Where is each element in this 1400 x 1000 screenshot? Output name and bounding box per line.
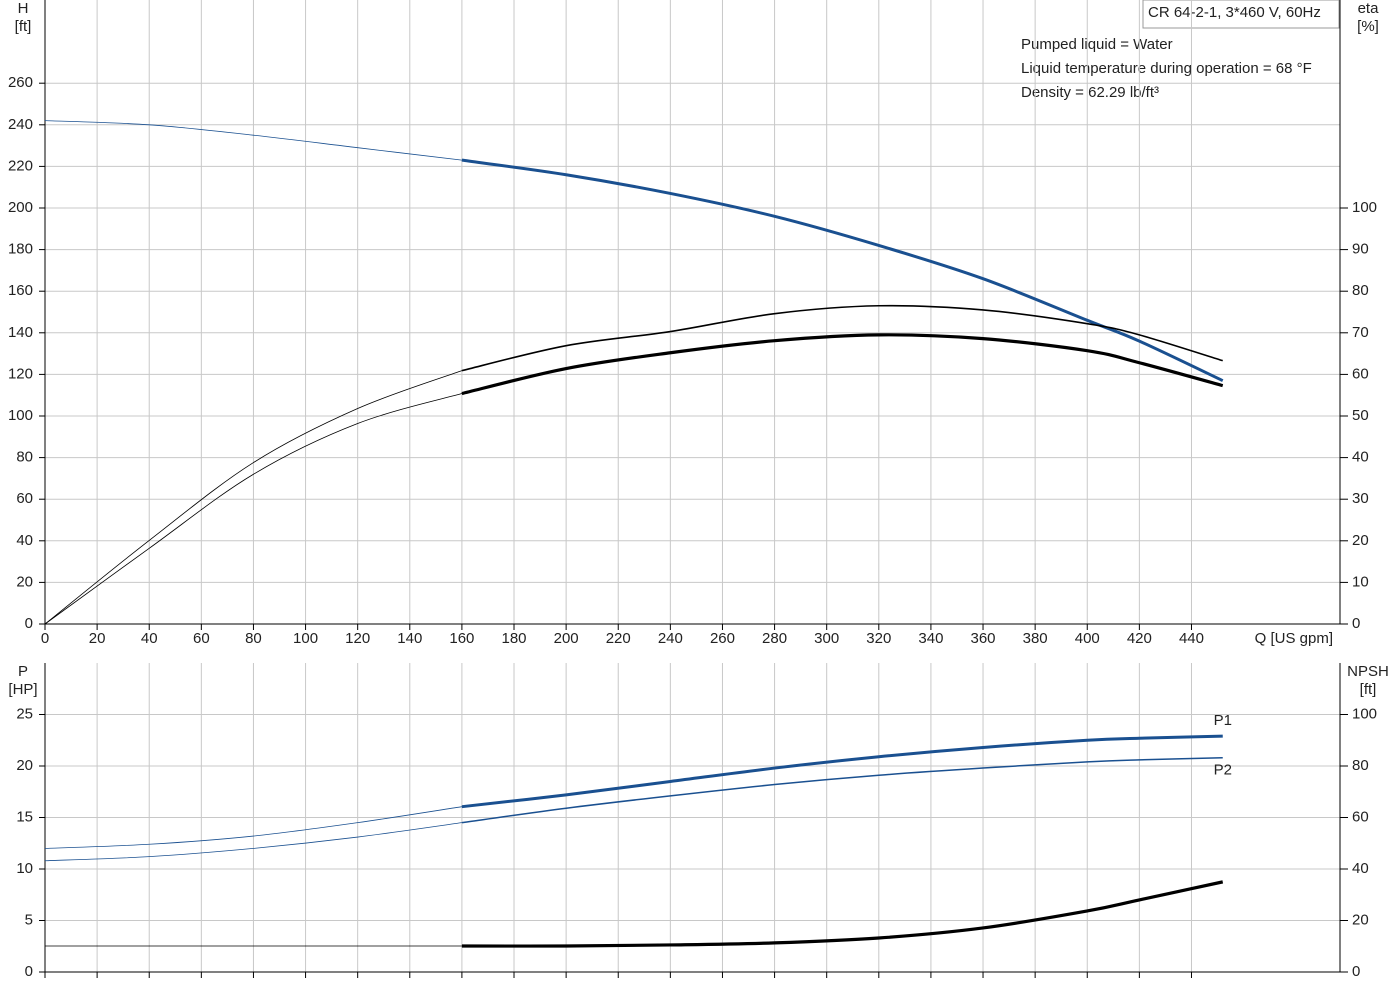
curve-extended — [44, 393, 463, 625]
y2-tick-label: 20 — [1352, 911, 1369, 928]
y2-axis-label: eta — [1358, 0, 1380, 17]
x-tick-label: 60 — [193, 630, 210, 647]
y2-tick-label: 20 — [1352, 532, 1369, 549]
curve-operating — [461, 304, 1223, 372]
series-label: P1 — [1214, 712, 1232, 729]
x-tick-label: 260 — [710, 630, 735, 647]
x-axis-label: Q [US gpm] — [1255, 630, 1333, 647]
y2-tick-label: 40 — [1352, 860, 1369, 877]
y-tick-label: 20 — [16, 757, 33, 774]
curve-operating — [461, 734, 1223, 809]
x-tick-label: 140 — [397, 630, 422, 647]
y2-tick-label: 100 — [1352, 705, 1377, 722]
x-tick-label: 240 — [658, 630, 683, 647]
curve-operating — [461, 757, 1223, 824]
y-tick-label: 240 — [8, 116, 33, 133]
y-tick-label: 140 — [8, 324, 33, 341]
x-tick-label: 280 — [762, 630, 787, 647]
y-axis-label: [ft] — [15, 18, 32, 35]
curve-operating — [461, 158, 1224, 382]
curve-extended — [44, 120, 462, 161]
y-tick-label: 5 — [25, 911, 33, 928]
y2-tick-label: 80 — [1352, 757, 1369, 774]
y-tick-label: 260 — [8, 74, 33, 91]
curve-extended — [44, 806, 462, 849]
curve-operating — [461, 333, 1224, 396]
y2-tick-label: 40 — [1352, 449, 1369, 466]
x-tick-label: 160 — [449, 630, 474, 647]
y-tick-label: 0 — [25, 963, 33, 980]
y-tick-label: 0 — [25, 615, 33, 632]
y2-tick-label: 100 — [1352, 199, 1377, 216]
y2-tick-label: 90 — [1352, 241, 1369, 258]
x-tick-label: 360 — [971, 630, 996, 647]
chart-title: CR 64-2-1, 3*460 V, 60Hz — [1148, 4, 1321, 21]
y2-tick-label: 70 — [1352, 324, 1369, 341]
series-label: P2 — [1214, 762, 1232, 779]
curve-extended — [44, 822, 462, 862]
y2-tick-label: 30 — [1352, 490, 1369, 507]
y2-axis-label: NPSH — [1347, 663, 1389, 680]
x-tick-label: 380 — [1023, 630, 1048, 647]
x-tick-label: 0 — [41, 630, 49, 647]
y-axis-label: H — [18, 0, 29, 17]
x-tick-label: 440 — [1179, 630, 1204, 647]
y-axis-label: P — [18, 663, 28, 680]
x-tick-label: 40 — [141, 630, 158, 647]
y2-tick-label: 0 — [1352, 963, 1360, 980]
x-tick-label: 320 — [866, 630, 891, 647]
y-tick-label: 40 — [16, 532, 33, 549]
x-tick-label: 200 — [554, 630, 579, 647]
y-tick-label: 120 — [8, 365, 33, 382]
x-tick-label: 180 — [501, 630, 526, 647]
y2-axis-label: [ft] — [1360, 681, 1377, 698]
note: Liquid temperature during operation = 68… — [1021, 60, 1312, 77]
y-tick-label: 60 — [16, 490, 33, 507]
y2-tick-label: 10 — [1352, 573, 1369, 590]
x-tick-label: 100 — [293, 630, 318, 647]
y-tick-label: 15 — [16, 808, 33, 825]
y-tick-label: 220 — [8, 157, 33, 174]
x-tick-label: 300 — [814, 630, 839, 647]
y2-tick-label: 60 — [1352, 365, 1369, 382]
y-tick-label: 25 — [16, 705, 33, 722]
note: Density = 62.29 lb/ft³ — [1021, 84, 1159, 101]
y-tick-label: 160 — [8, 282, 33, 299]
note: Pumped liquid = Water — [1021, 36, 1173, 53]
y-tick-label: 100 — [8, 407, 33, 424]
x-tick-label: 20 — [89, 630, 106, 647]
y2-axis-label: [%] — [1357, 18, 1379, 35]
title-box — [1142, 0, 1340, 29]
y-tick-label: 80 — [16, 449, 33, 466]
x-tick-label: 120 — [345, 630, 370, 647]
curve-extended — [44, 370, 463, 625]
x-tick-label: 420 — [1127, 630, 1152, 647]
y2-tick-label: 50 — [1352, 407, 1369, 424]
x-tick-label: 80 — [245, 630, 262, 647]
y-tick-label: 20 — [16, 573, 33, 590]
chart: 0 20 40 60 80 100 120 140 160 180 200 220 240 260 280 3… — [8, 0, 1379, 647]
x-tick-label: 340 — [918, 630, 943, 647]
y-tick-label: 200 — [8, 199, 33, 216]
chart: 0 5 10 15 20 25 0 20 40 60 80 100 P[HP] NPSH[ft] P1 P2 — [8, 663, 1388, 980]
curve-operating — [461, 880, 1224, 948]
x-tick-label: 220 — [606, 630, 631, 647]
y-tick-label: 180 — [8, 241, 33, 258]
x-tick-label: 400 — [1075, 630, 1100, 647]
y2-tick-label: 60 — [1352, 808, 1369, 825]
y2-tick-label: 0 — [1352, 615, 1360, 632]
y2-tick-label: 80 — [1352, 282, 1369, 299]
y-axis-label: [HP] — [8, 681, 37, 698]
y-tick-label: 10 — [16, 860, 33, 877]
